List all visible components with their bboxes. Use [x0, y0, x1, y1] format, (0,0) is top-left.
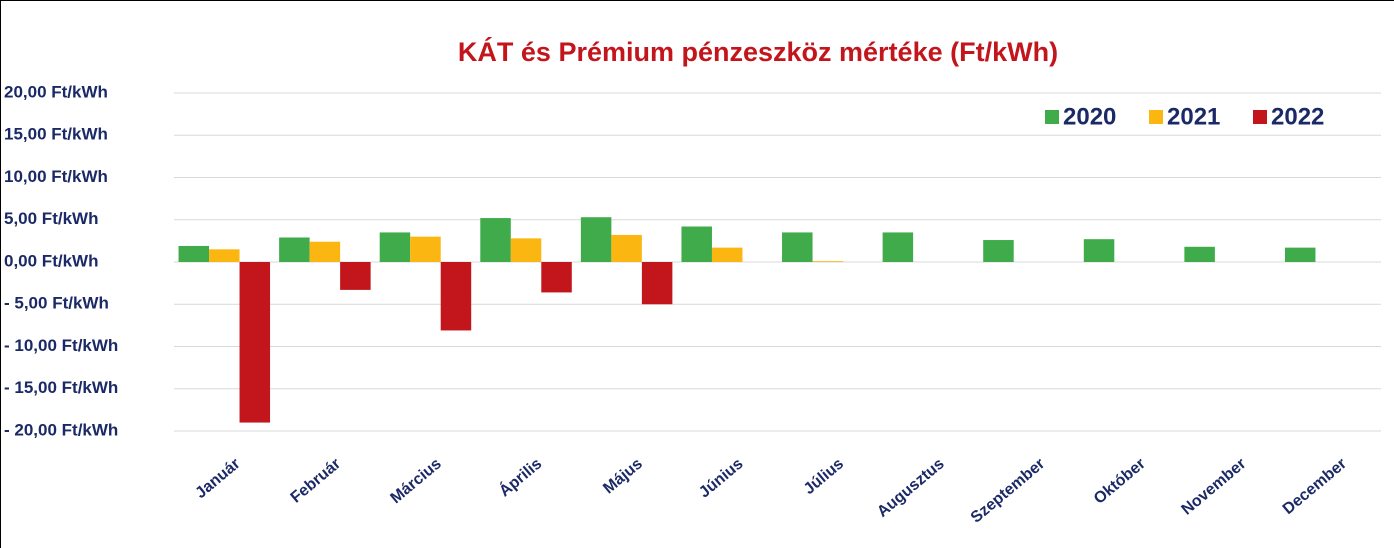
legend-label: 2021 — [1167, 103, 1220, 130]
bar — [782, 232, 813, 262]
legend-swatch — [1149, 110, 1163, 124]
bar — [379, 232, 411, 262]
y-tick-label: 5,00 Ft/kWh — [4, 209, 98, 228]
bar — [178, 245, 210, 262]
bar — [812, 261, 844, 262]
y-tick-label: 10,00 Ft/kWh — [4, 167, 108, 186]
bar — [641, 262, 673, 305]
legend-label: 2020 — [1063, 103, 1116, 130]
y-tick-label: - 15,00 Ft/kWh — [4, 378, 118, 397]
bar — [209, 249, 240, 262]
bar — [711, 247, 743, 262]
legend-label: 2022 — [1271, 103, 1324, 130]
legend-swatch — [1045, 110, 1059, 124]
y-tick-label: - 10,00 Ft/kWh — [4, 336, 118, 355]
bar — [983, 240, 1014, 262]
y-tick-label: 0,00 Ft/kWh — [4, 251, 98, 270]
bar — [340, 262, 371, 290]
bar — [580, 217, 612, 262]
bar — [239, 262, 271, 423]
bar — [1184, 246, 1215, 262]
legend-swatch — [1253, 110, 1267, 124]
y-tick-label: 15,00 Ft/kWh — [4, 125, 108, 144]
y-tick-label: - 20,00 Ft/kWh — [4, 420, 118, 439]
chart-title: KÁT és Prémium pénzeszköz mértéke (Ft/kW… — [458, 36, 1058, 67]
bar — [882, 232, 914, 262]
bar — [1083, 239, 1115, 262]
bar — [440, 262, 472, 331]
bar — [541, 262, 572, 293]
bar — [410, 236, 441, 262]
bar — [309, 241, 341, 262]
bar — [480, 218, 511, 262]
bar — [611, 234, 642, 262]
y-tick-label: 20,00 Ft/kWh — [4, 82, 108, 101]
bar — [1284, 247, 1316, 262]
bar — [681, 226, 712, 262]
y-tick-label: - 5,00 Ft/kWh — [4, 294, 109, 313]
bar — [279, 237, 310, 262]
bar — [510, 238, 542, 262]
